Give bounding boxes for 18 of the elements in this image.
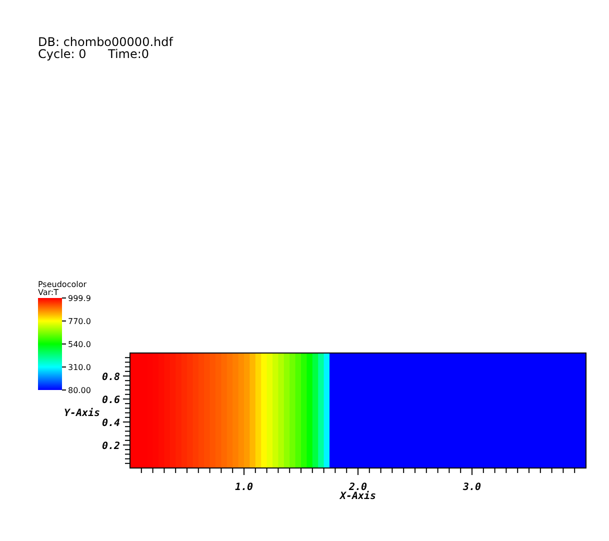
text: Cycle: 0 <box>38 47 86 61</box>
text: Time:0 <box>107 47 150 61</box>
y-tick-label: 0.2 <box>102 441 120 452</box>
y-tick-label: 0.6 <box>102 395 120 406</box>
chart-title: DB: chombo00000.hdf <box>38 35 174 49</box>
color-bar-label: 999.9 <box>68 294 91 303</box>
x-tick-label: 3.0 <box>462 482 482 493</box>
x-axis-title: X-Axis <box>338 490 376 502</box>
x-tick-label: 1.0 <box>234 482 254 493</box>
y-axis-title: Y-Axis <box>64 407 100 419</box>
color-bar-label: 540.0 <box>68 340 91 349</box>
color-bar-label: 770.0 <box>68 316 91 326</box>
color-bar-title: Var:T <box>38 288 59 297</box>
color-bar-label: 310.0 <box>68 362 91 372</box>
y-tick-label: 0.4 <box>102 418 120 429</box>
y-tick-label: 0.8 <box>102 372 120 383</box>
color-bar-label: 80.00 <box>68 386 91 395</box>
text: Pseudocolor <box>38 280 88 289</box>
